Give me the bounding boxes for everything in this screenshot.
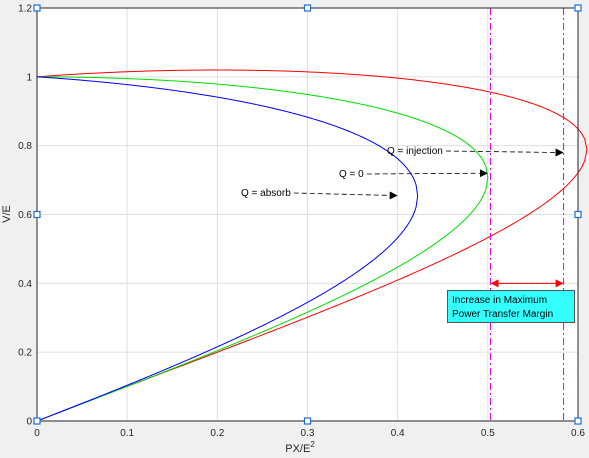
y-tick-label: 0.6 (18, 210, 32, 221)
pv-curve-1 (36, 76, 489, 422)
y-tick-labels: 0 0.2 0.4 0.6 0.8 1 1.2 (18, 4, 32, 428)
annotation-label: Q = 0 (339, 169, 364, 180)
y-tick-label: 1 (26, 72, 32, 83)
y-tick-label: 0.4 (18, 279, 32, 290)
pv-curve-2 (36, 76, 419, 422)
x-tick-label: 0.1 (120, 428, 134, 439)
resize-handle[interactable] (574, 4, 582, 12)
y-tick-label: 0.2 (18, 348, 32, 359)
curves (36, 69, 588, 422)
resize-handle[interactable] (33, 417, 41, 425)
vertical-lines (490, 8, 565, 421)
selection-handles[interactable] (33, 4, 582, 425)
x-tick-label: 0.4 (391, 428, 405, 439)
annotation-arrow (366, 169, 488, 178)
resize-handle[interactable] (574, 210, 582, 219)
annotation-label: Q = injection (387, 146, 443, 157)
x-tick-label: 0.3 (301, 428, 315, 439)
resize-handle[interactable] (303, 4, 312, 12)
resize-handle[interactable] (33, 4, 41, 12)
x-tick-label: 0.2 (210, 428, 224, 439)
callout-line-2: Power Transfer Margin (452, 309, 554, 320)
x-tick-labels: 0 0.1 0.2 0.3 0.4 0.5 0.6 (34, 428, 585, 439)
annotation-arrow (293, 191, 398, 200)
y-tick-label: 0.8 (18, 141, 32, 152)
resize-handle[interactable] (574, 417, 582, 425)
x-axis-label: PX/E2 (285, 440, 315, 455)
annotations: Q = absorb Q = 0 Q = injection (241, 146, 564, 288)
y-tick-label: 1.2 (18, 4, 32, 15)
x-tick-label: 0.5 (481, 428, 495, 439)
pv-curve-0 (36, 69, 588, 422)
callout-line-1: Increase in Maximum (452, 295, 548, 306)
annotation-arrow (445, 148, 564, 157)
y-tick-label: 0 (26, 417, 32, 428)
y-axis-label: V/E (1, 205, 13, 223)
resize-handle[interactable] (303, 417, 312, 425)
margin-callout: Increase in Maximum Power Transfer Margi… (447, 290, 575, 323)
x-tick-label: 0.6 (571, 428, 585, 439)
x-tick-label: 0 (34, 428, 40, 439)
annotation-label: Q = absorb (241, 188, 291, 199)
resize-handle[interactable] (33, 210, 41, 219)
